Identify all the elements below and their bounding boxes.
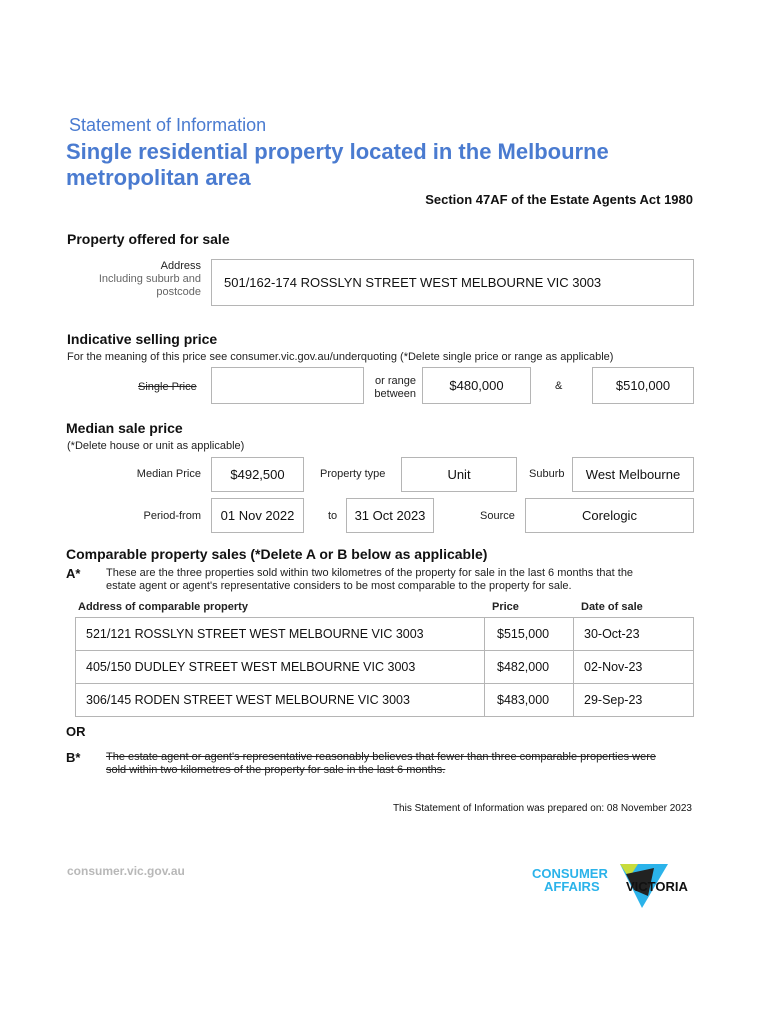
option-a-line: estate agent or agent's representative c… (106, 580, 572, 592)
column-date: Date of sale (581, 601, 643, 613)
row-address[interactable]: 306/145 RODEN STREET WEST MELBOURNE VIC … (75, 683, 485, 717)
row-address[interactable]: 405/150 DUDLEY STREET WEST MELBOURNE VIC… (75, 650, 485, 684)
act-reference: Section 47AF of the Estate Agents Act 19… (425, 192, 693, 207)
range-low-field[interactable]: $480,000 (422, 367, 531, 404)
property-type-label: Property type (320, 468, 386, 480)
address-label: Address Including suburb and postcode (99, 260, 201, 299)
prepared-date: This Statement of Information was prepar… (392, 803, 692, 814)
column-price: Price (492, 601, 519, 613)
range-label: or range between (368, 375, 416, 401)
row-date[interactable]: 30-Oct-23 (573, 617, 694, 651)
table-row: 521/121 ROSSLYN STREET WEST MELBOURNE VI… (75, 617, 694, 651)
option-b-line: sold within two kilometres of the proper… (106, 764, 446, 776)
footer-website[interactable]: consumer.vic.gov.au (67, 864, 185, 878)
range-high-field[interactable]: $510,000 (592, 367, 694, 404)
median-price-field[interactable]: $492,500 (211, 457, 304, 492)
or-divider: OR (66, 724, 86, 739)
median-note: (*Delete house or unit as applicable) (67, 440, 245, 452)
property-type-field[interactable]: Unit (401, 457, 517, 492)
address-label-line: Including suburb and (98, 273, 201, 285)
indicative-note: For the meaning of this price see consum… (67, 351, 614, 363)
address-label-line: Address (160, 260, 201, 272)
address-field[interactable]: 501/162-174 ROSSLYN STREET WEST MELBOURN… (211, 259, 694, 306)
median-heading: Median sale price (66, 420, 183, 436)
source-field[interactable]: Corelogic (525, 498, 694, 533)
consumer-affairs-victoria-logo: CONSUMER AFFAIRS VICTORIA (532, 864, 688, 908)
option-b-marker: B* (66, 750, 81, 765)
row-price[interactable]: $482,000 (484, 650, 574, 684)
comparable-heading: Comparable property sales (*Delete A or … (66, 546, 488, 562)
option-b-text: The estate agent or agent's representati… (106, 751, 656, 777)
suburb-field[interactable]: West Melbourne (572, 457, 694, 492)
row-date[interactable]: 02-Nov-23 (573, 650, 694, 684)
source-label: Source (480, 510, 515, 522)
indicative-heading: Indicative selling price (67, 331, 218, 347)
median-price-label: Median Price (136, 468, 201, 480)
comparable-table: 521/121 ROSSLYN STREET WEST MELBOURNE VI… (75, 617, 694, 717)
option-a-line: These are the three properties sold with… (106, 567, 634, 579)
document-title: Single residential property located in t… (66, 139, 609, 191)
suburb-label: Suburb (529, 468, 565, 480)
period-from-label: Period-from (143, 510, 201, 522)
single-price-field[interactable] (211, 367, 364, 404)
svg-text:VICTORIA: VICTORIA (626, 879, 688, 894)
svg-text:CONSUMER: CONSUMER (532, 866, 608, 881)
document-subtitle: Statement of Information (69, 115, 267, 135)
range-label-line: between (374, 388, 416, 400)
row-date[interactable]: 29-Sep-23 (573, 683, 694, 717)
table-row: 405/150 DUDLEY STREET WEST MELBOURNE VIC… (75, 650, 694, 684)
address-label-line: postcode (156, 286, 201, 298)
option-a-marker: A* (66, 566, 81, 581)
property-heading: Property offered for sale (67, 231, 230, 247)
range-label-line: or range (375, 375, 416, 387)
row-address[interactable]: 521/121 ROSSLYN STREET WEST MELBOURNE VI… (75, 617, 485, 651)
title-line-1: Single residential property located in t… (66, 139, 609, 164)
row-price[interactable]: $515,000 (484, 617, 574, 651)
column-address: Address of comparable property (78, 601, 248, 613)
title-line-2: metropolitan area (66, 165, 251, 190)
option-a-text: These are the three properties sold with… (106, 567, 633, 593)
range-ampersand: & (555, 380, 563, 392)
single-price-label: Single Price (138, 381, 197, 393)
period-from-field[interactable]: 01 Nov 2022 (211, 498, 304, 533)
period-to-field[interactable]: 31 Oct 2023 (346, 498, 434, 533)
period-to-label: to (328, 510, 338, 522)
row-price[interactable]: $483,000 (484, 683, 574, 717)
table-row: 306/145 RODEN STREET WEST MELBOURNE VIC … (75, 683, 694, 717)
option-b-line: The estate agent or agent's representati… (106, 751, 656, 763)
svg-text:AFFAIRS: AFFAIRS (544, 879, 600, 894)
